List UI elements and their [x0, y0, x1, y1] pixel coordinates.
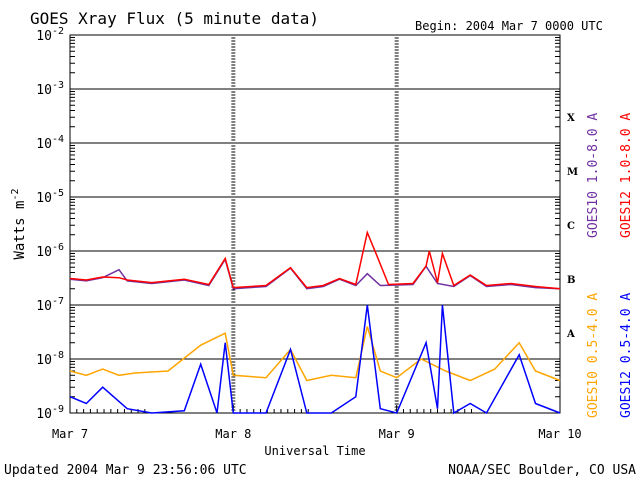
flare-class-label: B [567, 275, 575, 286]
x-axis-ticks: Mar 7 Mar 8 Mar 9 Mar 10 [52, 405, 582, 441]
y-tick-label: 10-8 [36, 350, 64, 368]
series-layer [69, 230, 561, 415]
legend-entry: GOES12 1.0-8.0 A [619, 113, 634, 238]
legend-entry: GOES10 1.0-8.0 A [586, 113, 601, 238]
x-tick-label: Mar 8 [215, 427, 251, 441]
series-line [69, 326, 561, 382]
y-axis-label: Watts m-2 [10, 188, 28, 259]
y-axis-ticks: 10-2 10-3 10-4 10-5 10-6 10-7 10-8 10-9 [36, 26, 560, 422]
plot-border [69, 34, 561, 414]
legend-entry: GOES12 0.5-4.0 A [619, 293, 634, 418]
series-line [69, 230, 561, 290]
y-tick-label: 10-4 [36, 134, 64, 152]
begin-label: Begin: 2004 Mar 7 0000 UTC [415, 19, 603, 33]
plot-area [69, 34, 561, 414]
y-tick-label: 10-2 [36, 26, 64, 44]
x-tick-label: Mar 10 [538, 427, 581, 441]
x-axis-label: Universal Time [264, 444, 365, 458]
flare-class-labels: X M C B A [566, 113, 578, 340]
x-tick-label: Mar 7 [52, 427, 88, 441]
flare-class-label: C [567, 221, 575, 232]
footer-updated: Updated 2004 Mar 9 23:56:06 UTC [4, 463, 247, 478]
footer-credit: NOAA/SEC Boulder, CO USA [448, 463, 636, 478]
gridlines [70, 34, 560, 414]
y-tick-label: 10-3 [36, 80, 64, 98]
legend-entry: GOES10 0.5-4.0 A [586, 293, 601, 418]
flare-class-label: A [566, 329, 575, 340]
y-tick-label: 10-5 [36, 188, 64, 206]
series-line [69, 304, 561, 415]
legend: GOES10 1.0-8.0 A GOES12 1.0-8.0 A GOES10 0… [586, 113, 634, 418]
y-tick-label: 10-7 [36, 296, 64, 314]
chart-title: GOES Xray Flux (5 minute data) [30, 9, 319, 28]
flare-class-label: X [567, 113, 575, 124]
y-tick-label: 10-6 [36, 242, 64, 260]
flare-class-label: M [567, 167, 578, 178]
y-tick-label: 10-9 [36, 404, 64, 422]
x-tick-label: Mar 9 [379, 427, 415, 441]
